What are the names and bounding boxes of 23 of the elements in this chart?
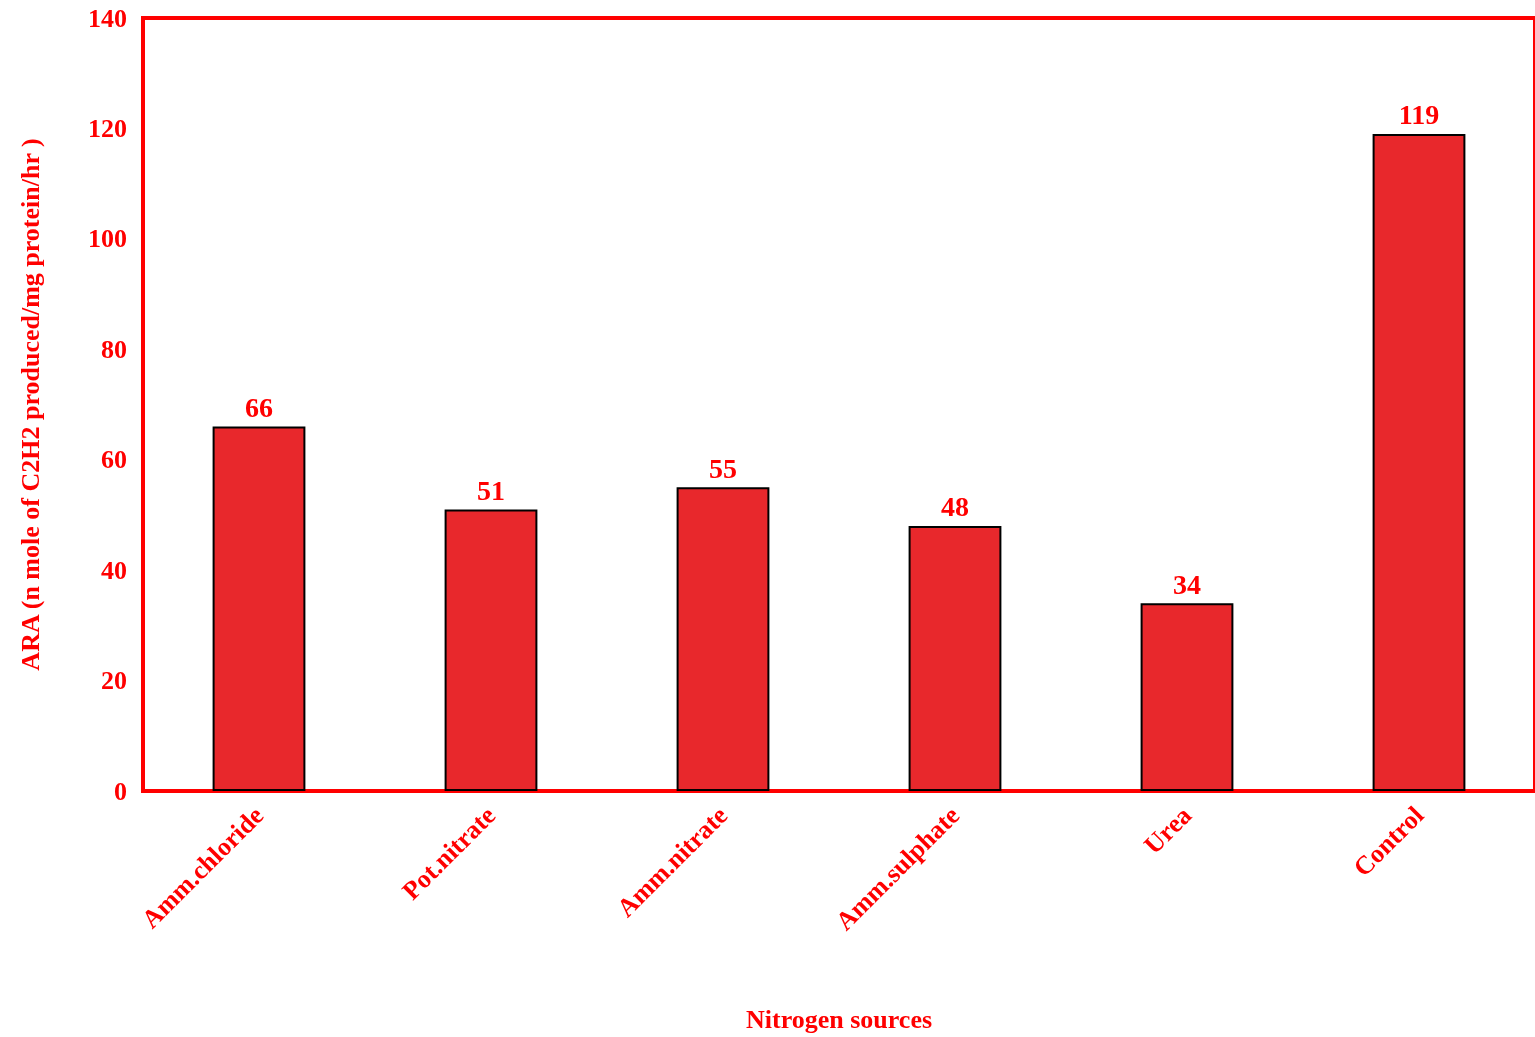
bar (212, 426, 306, 791)
data-label: 66 (245, 392, 273, 424)
bar (1140, 603, 1234, 791)
data-label: 119 (1398, 99, 1440, 131)
bar (1372, 133, 1466, 791)
bar (908, 525, 1002, 791)
x-axis-title: Nitrogen sources (745, 1004, 933, 1034)
y-tick-label: 60 (101, 445, 127, 475)
y-axis-title: ARA (n mole of C2H2 produced/mg protein/hr ) (15, 138, 45, 671)
data-label: 51 (477, 474, 505, 506)
data-label: 34 (1173, 568, 1201, 600)
bar (676, 487, 770, 791)
x-tick-label: Urea (1138, 800, 1198, 860)
y-tick-label: 0 (114, 776, 127, 806)
y-tick-label: 20 (101, 666, 127, 696)
y-tick-label: 120 (88, 113, 127, 143)
y-tick-label: 100 (88, 224, 127, 254)
y-tick-label: 40 (101, 555, 127, 585)
data-label: 55 (709, 452, 737, 484)
data-label: 48 (941, 491, 969, 523)
bar (444, 509, 538, 791)
y-tick-label: 80 (101, 334, 127, 364)
y-tick-label: 140 (88, 3, 127, 33)
